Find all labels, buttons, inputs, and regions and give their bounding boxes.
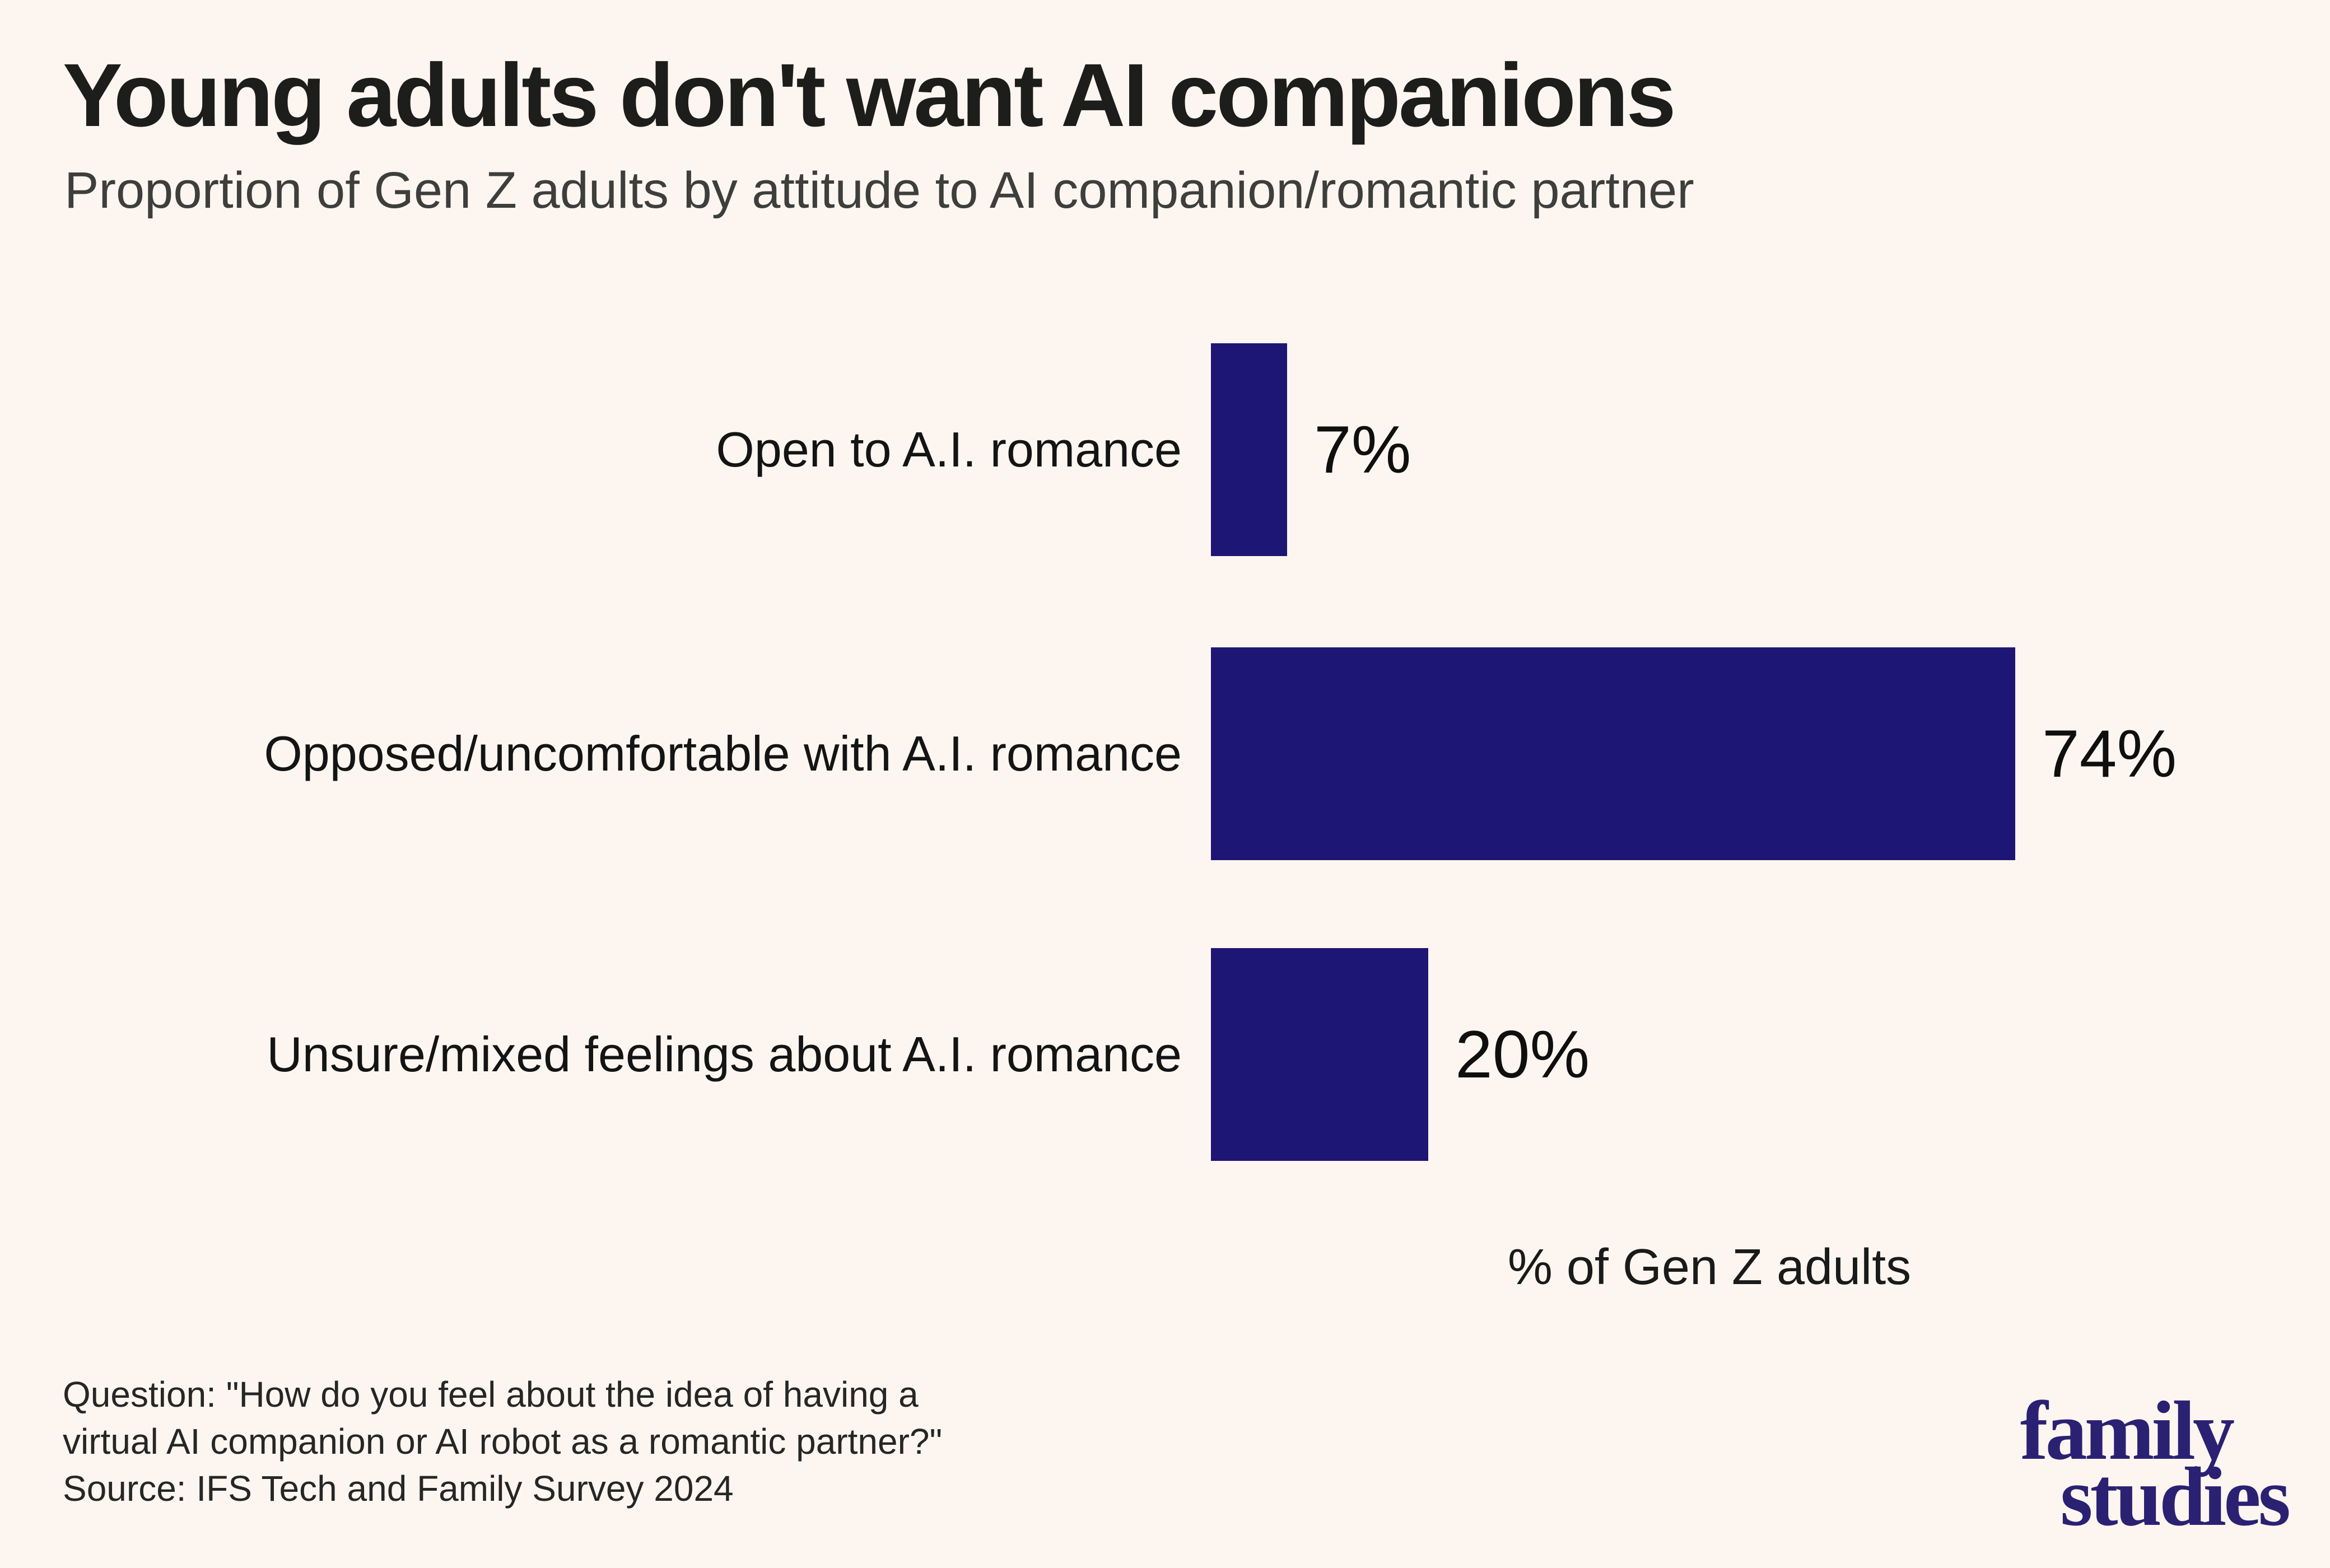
value-label: 74% <box>2042 716 2177 791</box>
page-title: Young adults don't want AI companions <box>63 45 1676 145</box>
footnote: Question: "How do you feel about the ide… <box>63 1371 942 1512</box>
bar-row: Opposed/uncomfortable with A.I. romance … <box>0 647 2330 860</box>
bar <box>1211 948 1428 1161</box>
category-label: Opposed/uncomfortable with A.I. romance <box>264 726 1182 781</box>
footnote-question-line1: Question: "How do you feel about the ide… <box>63 1374 919 1415</box>
x-axis-label: % of Gen Z adults <box>1507 1239 1912 1295</box>
logo-line1: family <box>2020 1384 2235 1477</box>
family-studies-logo: family studies <box>2020 1384 2291 1543</box>
bar-line: 20% <box>1211 948 1590 1161</box>
logo-line2: studies <box>2060 1450 2291 1543</box>
bar <box>1211 647 2015 860</box>
bar-row: Unsure/mixed feelings about A.I. romance… <box>0 948 2330 1161</box>
bar-row: Open to A.I. romance 7% <box>0 343 2330 556</box>
bar <box>1211 343 1287 556</box>
page-subtitle: Proportion of Gen Z adults by attitude t… <box>64 162 1694 219</box>
bar-line: 74% <box>1211 647 2177 860</box>
bar-line: 7% <box>1211 343 1411 556</box>
category-label: Open to A.I. romance <box>716 422 1182 477</box>
footnote-question-line2: virtual AI companion or AI robot as a ro… <box>63 1421 943 1462</box>
value-label: 7% <box>1314 412 1411 487</box>
footnote-source: Source: IFS Tech and Family Survey 2024 <box>63 1468 734 1509</box>
value-label: 20% <box>1455 1017 1590 1092</box>
category-label: Unsure/mixed feelings about A.I. romance <box>267 1026 1182 1082</box>
